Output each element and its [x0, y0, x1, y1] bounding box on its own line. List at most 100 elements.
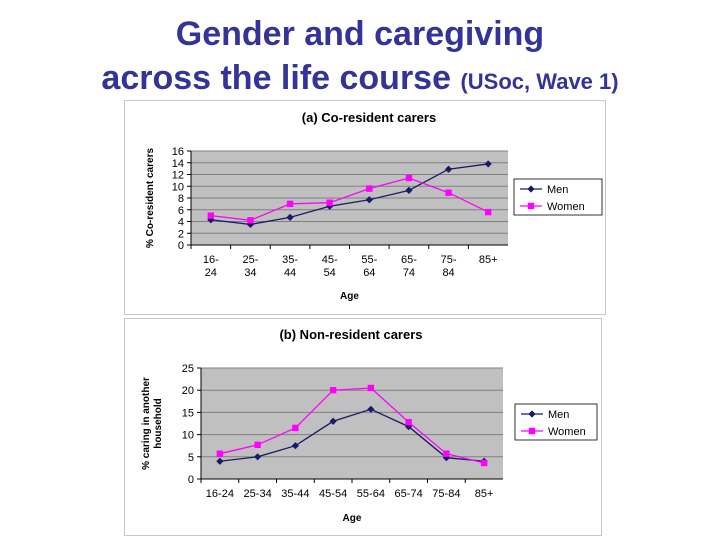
data-point-men [286, 213, 294, 221]
data-point-women [443, 450, 450, 457]
y-tick-label: 10 [172, 181, 184, 193]
data-point-men [444, 165, 453, 173]
y-axis-title-line: % caring in another [141, 377, 152, 470]
legend-marker-women [528, 427, 536, 435]
data-point-women [207, 212, 215, 219]
x-tick-label-line: 45- [322, 254, 338, 266]
series-line-women [219, 387, 485, 464]
data-point-men [216, 457, 224, 465]
x-tick-label-line: 65- [401, 254, 417, 266]
data-point-men [207, 216, 215, 224]
x-tick-label: 16-24 [203, 254, 219, 279]
data-point-men [329, 417, 337, 425]
y-axis-title: % caring in anotherhousehold [141, 377, 164, 470]
y-tick-label: 0 [188, 474, 194, 486]
data-point-women [286, 200, 294, 208]
x-tick-label: 75-84 [432, 488, 460, 500]
y-tick-label: 15 [182, 407, 194, 419]
series-line-men [210, 163, 489, 226]
chart-title: (a) Co-resident carers [302, 110, 436, 125]
legend-label-men: Men [548, 409, 569, 421]
y-axis-title-line: household [153, 398, 164, 449]
x-tick-label: 75-84 [441, 254, 457, 279]
series-men [207, 160, 492, 229]
y-tick-label: 12 [172, 170, 184, 182]
y-tick-label: 16 [172, 146, 184, 158]
non-resident-chart-svg: (b) Non-resident carers 0 5 10 15 20 25 16-24 25… [141, 327, 598, 524]
data-point-men [405, 186, 413, 194]
x-tick-label-line: 25- [242, 254, 258, 266]
x-tick-label-line: 35- [282, 254, 298, 266]
data-point-men [484, 160, 492, 168]
x-tick-label: 35-44 [282, 254, 298, 279]
legend-box [514, 403, 598, 441]
x-tick-label-line: 85+ [479, 254, 498, 266]
data-point-women [480, 459, 488, 467]
y-tick-label: 4 [178, 217, 184, 229]
x-tick-label-line: 45-54 [319, 488, 347, 500]
title-line-1: Gender and caregiving [175, 15, 545, 53]
data-point-women [366, 185, 373, 192]
x-tick-label: 16-24 [206, 488, 234, 500]
x-tick-label-line: 84 [442, 267, 454, 279]
x-tick-label: 65-74 [401, 254, 417, 279]
x-tick-label-line: 74 [403, 267, 415, 279]
y-tick-label: 10 [182, 430, 194, 442]
y-axis-title: % Co-resident carers [145, 148, 156, 248]
data-point-men [367, 405, 375, 413]
y-tick-label: 20 [182, 385, 194, 397]
title-line-2-main: across the life course [101, 59, 452, 97]
x-tick-label: 25-34 [244, 488, 272, 500]
x-tick-label-line: 35-44 [281, 488, 309, 500]
x-tick-label: 85+ [479, 254, 498, 266]
x-axis-title: Age [343, 513, 362, 524]
y-tick-label: 8 [178, 193, 184, 205]
y-tick-label: 25 [182, 363, 194, 375]
y-tick-label: 6 [178, 205, 184, 217]
title-line-2: across the life course (USoc, Wave 1) [0, 56, 720, 104]
data-point-men [291, 442, 299, 450]
x-tick-label-line: 24 [205, 267, 217, 279]
x-tick-label-line: 16-24 [206, 488, 234, 500]
x-tick-label-line: 34 [244, 267, 256, 279]
x-tick-label: 45-54 [319, 488, 347, 500]
x-tick-label-line: 25-34 [244, 488, 272, 500]
data-point-women [367, 384, 375, 392]
data-point-women [405, 418, 412, 426]
title-line-2-source: (USoc, Wave 1) [460, 69, 619, 94]
data-point-women [484, 208, 492, 216]
data-point-women [216, 450, 224, 457]
legend-marker-women [527, 202, 535, 210]
series-women [207, 174, 492, 224]
slide-title: Gender and caregiving across the life co… [0, 12, 720, 104]
x-tick-label: 85+ [475, 488, 494, 500]
y-tick-label: 5 [188, 452, 194, 464]
y-tick-label: 14 [172, 158, 184, 170]
chart-panel-co-resident: (a) Co-resident carers 0 2 4 6 8 10 12 14 16 16-24… [124, 100, 606, 315]
x-axis-title: Age [340, 291, 359, 302]
x-tick-label: 35-44 [281, 488, 309, 500]
series-line-women [210, 177, 489, 221]
x-tick-label: 25-34 [242, 254, 258, 279]
data-point-men [365, 196, 373, 204]
x-tick-label: 55-64 [361, 254, 377, 279]
chart-panel-non-resident: (b) Non-resident carers 0 5 10 15 20 25 16-24 25… [124, 318, 602, 536]
x-tick-label-line: 85+ [475, 488, 494, 500]
x-tick-label-line: 65-74 [395, 488, 423, 500]
data-point-women [329, 387, 337, 394]
data-point-women [405, 174, 413, 182]
chart-title: (b) Non-resident carers [279, 327, 422, 342]
x-tick-label: 55-64 [357, 488, 385, 500]
legend-marker-men [528, 410, 536, 418]
data-point-women [292, 424, 299, 432]
x-tick-label-line: 55- [361, 254, 377, 266]
y-tick-label: 0 [178, 240, 184, 252]
x-tick-label-line: 54 [324, 267, 336, 279]
x-tick-label-line: 75-84 [432, 488, 460, 500]
plot-area [201, 368, 503, 479]
data-point-women [445, 189, 452, 196]
legend-label-women: Women [548, 426, 586, 438]
data-point-women [326, 199, 333, 206]
legend-label-men: Men [547, 184, 568, 196]
